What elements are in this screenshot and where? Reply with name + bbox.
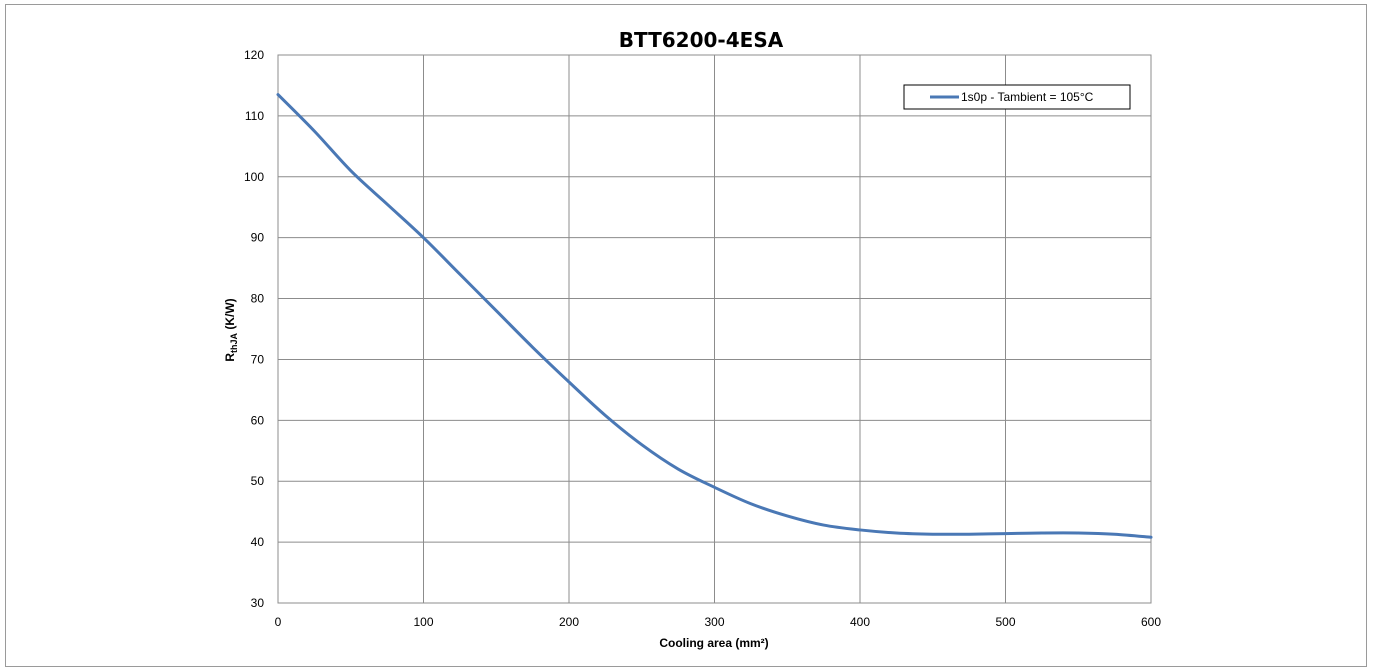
- legend-label: 1s0p - Tambient = 105°C: [961, 90, 1094, 104]
- y-axis-label: RthJA (K/W): [223, 298, 239, 361]
- y-tick-label: 40: [251, 535, 265, 549]
- y-axis-label-main: R: [223, 353, 237, 362]
- chart-title: BTT6200-4ESA: [619, 28, 784, 52]
- x-tick-label: 400: [850, 615, 870, 629]
- x-tick-label: 0: [275, 615, 282, 629]
- y-tick-label: 120: [244, 48, 264, 62]
- y-axis-label-unit: (K/W): [223, 298, 237, 333]
- x-axis-label: Cooling area (mm²): [659, 636, 768, 650]
- y-tick-label: 50: [251, 474, 265, 488]
- x-tick-label: 100: [413, 615, 433, 629]
- axis-ticks: 0 100 200 300 400 500 600 30 40 50 60 70 80 90 100 110 1…: [244, 48, 1161, 629]
- series-line-0: [276, 93, 1153, 539]
- x-tick-label: 200: [559, 615, 579, 629]
- y-tick-label: 80: [251, 292, 265, 306]
- legend: 1s0p - Tambient = 105°C: [903, 84, 1131, 110]
- series-layer: [276, 93, 1153, 539]
- chart-frame: [5, 4, 1367, 667]
- grid: [277, 54, 1152, 604]
- y-tick-label: 70: [251, 352, 265, 366]
- y-tick-label: 90: [251, 231, 265, 245]
- plot-area: [277, 54, 1152, 604]
- y-tick-label: 100: [244, 170, 264, 184]
- x-tick-label: 300: [704, 615, 724, 629]
- x-tick-label: 600: [1141, 615, 1161, 629]
- y-tick-label: 60: [251, 413, 265, 427]
- y-tick-label: 30: [251, 596, 265, 610]
- plot-border: [277, 54, 1152, 604]
- y-tick-label: 110: [245, 109, 264, 123]
- x-tick-label: 500: [995, 615, 1015, 629]
- y-axis-label-subscript: thJA: [229, 332, 239, 353]
